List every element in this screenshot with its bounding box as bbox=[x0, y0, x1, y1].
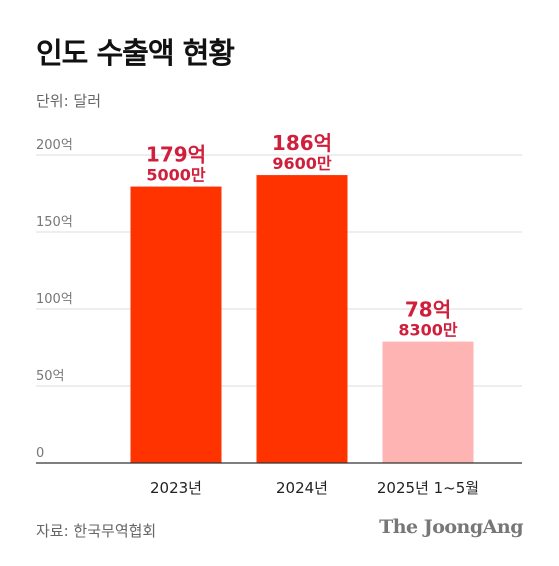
unit-label: 단위: 달러 bbox=[36, 92, 102, 110]
y-tick-label: 200억 bbox=[36, 138, 73, 153]
bar bbox=[382, 341, 474, 463]
y-tick-label: 50억 bbox=[36, 369, 65, 384]
y-tick-label: 150억 bbox=[36, 215, 73, 230]
data-label: 179억 bbox=[146, 143, 206, 167]
data-label: 8300만 bbox=[398, 321, 458, 340]
chart-title: 인도 수출액 현황 bbox=[36, 36, 235, 70]
data-label: 78억 bbox=[405, 298, 451, 322]
x-tick-label: 2023년 bbox=[150, 479, 202, 497]
x-tick-label: 2025년 1~5월 bbox=[377, 479, 479, 497]
data-label: 5000만 bbox=[146, 166, 206, 185]
bar bbox=[256, 175, 348, 463]
brand-logo: The JoongAng bbox=[379, 516, 523, 538]
x-tick-label: 2024년 bbox=[276, 479, 328, 497]
data-label: 186억 bbox=[272, 131, 332, 155]
source-label: 자료: 한국무역협회 bbox=[36, 522, 157, 540]
y-tick-label: 100억 bbox=[36, 292, 73, 307]
bar bbox=[130, 186, 222, 463]
y-tick-label: 0 bbox=[36, 446, 44, 461]
data-label: 9600만 bbox=[272, 154, 332, 173]
